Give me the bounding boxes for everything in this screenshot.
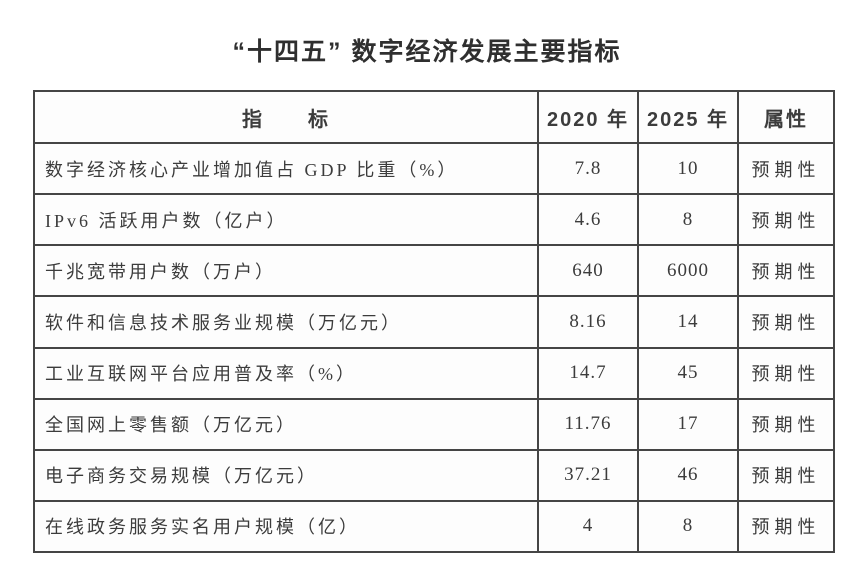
attribute-cell: 预期性: [737, 141, 835, 196]
value-2020-cell: 11.76: [537, 397, 639, 451]
value-2025-cell: 17: [637, 397, 739, 451]
attribute-cell: 预期性: [737, 448, 835, 502]
indicator-cell: 电子商务交易规模（万亿元）: [33, 448, 539, 502]
value-2025-cell: 46: [637, 448, 739, 502]
value-2020-cell: 640: [537, 244, 639, 298]
indicator-cell: IPv6 活跃用户数（亿户）: [33, 193, 539, 247]
indicator-cell: 软件和信息技术服务业规模（万亿元）: [33, 295, 539, 349]
attribute-cell: 预期性: [737, 295, 835, 349]
value-2025-cell: 8: [637, 193, 739, 247]
attribute-cell: 预期性: [737, 346, 835, 400]
value-2020-cell: 4: [537, 499, 639, 554]
value-2025-cell: 6000: [637, 244, 739, 298]
table-row: IPv6 活跃用户数（亿户） 4.6 8 预期性: [33, 193, 835, 247]
value-2020-cell: 4.6: [537, 193, 639, 247]
table-row: 电子商务交易规模（万亿元） 37.21 46 预期性: [33, 448, 835, 502]
indicators-table: 指 标 2020 年 2025 年 属性 数字经济核心产业增加值占 GDP 比重…: [33, 90, 835, 554]
value-2025-cell: 14: [637, 295, 739, 349]
table-row: 数字经济核心产业增加值占 GDP 比重（%） 7.8 10 预期性: [33, 141, 835, 196]
table-header-row: 指 标 2020 年 2025 年 属性: [33, 90, 835, 144]
value-2025-cell: 8: [637, 499, 739, 554]
col-header-2020: 2020 年: [537, 90, 639, 144]
attribute-cell: 预期性: [737, 244, 835, 298]
attribute-cell: 预期性: [737, 499, 835, 554]
indicator-cell: 在线政务服务实名用户规模（亿）: [33, 499, 539, 554]
table-row: 全国网上零售额（万亿元） 11.76 17 预期性: [33, 397, 835, 451]
attribute-cell: 预期性: [737, 193, 835, 247]
table-row: 千兆宽带用户数（万户） 640 6000 预期性: [33, 244, 835, 298]
indicator-cell: 工业互联网平台应用普及率（%）: [33, 346, 539, 400]
page-title: “十四五” 数字经济发展主要指标: [232, 38, 622, 66]
indicator-cell: 数字经济核心产业增加值占 GDP 比重（%）: [33, 141, 539, 196]
indicator-cell: 千兆宽带用户数（万户）: [33, 244, 539, 298]
table-row: 工业互联网平台应用普及率（%） 14.7 45 预期性: [33, 346, 835, 400]
col-header-2025: 2025 年: [637, 90, 739, 144]
table-row: 在线政务服务实名用户规模（亿） 4 8 预期性: [33, 499, 835, 554]
value-2025-cell: 10: [637, 141, 739, 196]
value-2020-cell: 14.7: [537, 346, 639, 400]
attribute-cell: 预期性: [737, 397, 835, 451]
col-header-indicator: 指 标: [33, 90, 539, 144]
value-2020-cell: 8.16: [537, 295, 639, 349]
value-2020-cell: 37.21: [537, 448, 639, 502]
indicator-cell: 全国网上零售额（万亿元）: [33, 397, 539, 451]
value-2020-cell: 7.8: [537, 141, 639, 196]
col-header-attribute: 属性: [737, 90, 835, 144]
value-2025-cell: 45: [637, 346, 739, 400]
table-row: 软件和信息技术服务业规模（万亿元） 8.16 14 预期性: [33, 295, 835, 349]
